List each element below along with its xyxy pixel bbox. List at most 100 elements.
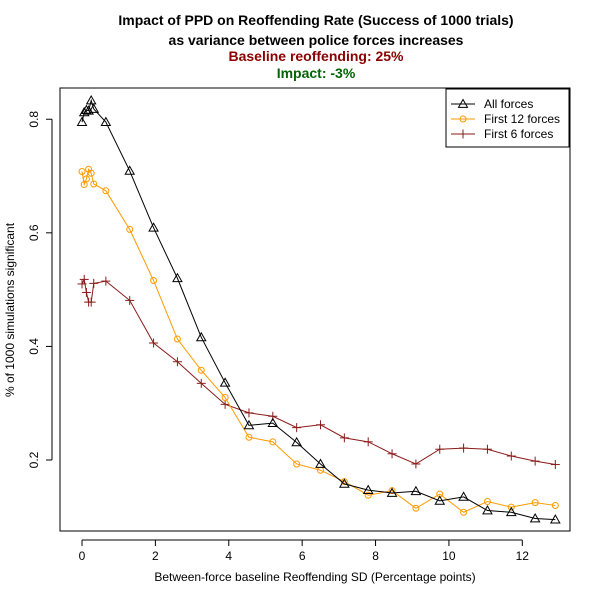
data-point	[362, 484, 374, 494]
data-point	[76, 116, 88, 126]
data-point	[529, 512, 541, 523]
data-point	[291, 436, 303, 447]
data-point	[81, 287, 91, 297]
y-axis: 0.2 0.4 0.6 0.8	[27, 111, 53, 468]
x-tick-label: 4	[225, 549, 232, 563]
data-point	[82, 175, 90, 183]
legend-box	[445, 88, 570, 148]
series-line	[81, 167, 556, 513]
data-point	[267, 417, 279, 427]
legend-marker	[457, 98, 469, 108]
y-axis-label: % of 1000 simulations significant	[3, 222, 17, 397]
legend-marker	[459, 115, 467, 123]
x-tick-label: 6	[299, 549, 306, 563]
x-tick-label: 2	[152, 549, 159, 563]
data-point	[482, 505, 493, 515]
series-all-forces	[76, 94, 561, 524]
data-point	[460, 508, 468, 516]
data-point	[550, 460, 560, 470]
data-point	[90, 180, 98, 188]
data-point	[172, 357, 182, 367]
data-point	[363, 437, 373, 447]
series-layer	[76, 94, 561, 524]
data-point	[292, 423, 302, 433]
legend-label: All forces	[484, 97, 533, 111]
data-point	[219, 377, 231, 387]
data-point	[126, 225, 134, 233]
x-tick-label: 8	[372, 549, 379, 563]
data-point	[197, 366, 205, 374]
legend-label: First 6 forces	[484, 127, 553, 141]
y-tick-label: 0.8	[27, 111, 41, 128]
data-point	[101, 276, 111, 286]
data-point	[78, 106, 90, 117]
data-point	[435, 444, 445, 454]
series-line	[81, 277, 556, 466]
chart-title-line-1: Impact of PPD on Reoffending Rate (Succe…	[118, 12, 513, 28]
data-point	[78, 167, 86, 175]
series-first-6-forces	[77, 274, 560, 470]
x-axis: 0 2 4 6 8 10 12	[79, 539, 530, 563]
data-point	[89, 278, 99, 288]
data-point	[245, 433, 253, 441]
data-point	[482, 444, 492, 454]
y-tick-label: 0.2	[27, 451, 41, 468]
chart-title-line-2: as variance between police forces increa…	[169, 32, 464, 48]
series-line	[81, 98, 556, 521]
data-point	[411, 459, 421, 469]
data-point	[483, 497, 491, 505]
data-point	[77, 279, 87, 289]
data-point	[530, 456, 540, 466]
data-point	[102, 187, 110, 195]
x-tick-label: 12	[516, 549, 530, 563]
data-point	[172, 272, 183, 283]
data-point	[458, 491, 469, 501]
data-point	[124, 165, 136, 175]
data-point	[100, 116, 112, 126]
data-point	[505, 506, 517, 517]
data-point	[269, 438, 277, 446]
x-tick-label: 10	[442, 549, 456, 563]
data-point	[244, 408, 254, 418]
data-point	[196, 378, 206, 388]
data-point	[507, 503, 515, 511]
data-point	[551, 501, 559, 509]
data-point	[506, 451, 516, 461]
data-point	[87, 169, 95, 177]
data-point	[434, 495, 446, 505]
data-point	[549, 514, 561, 524]
legend-marker	[458, 129, 468, 139]
data-point	[316, 420, 326, 430]
data-point	[173, 335, 181, 343]
data-point	[293, 460, 301, 468]
y-tick-label: 0.6	[27, 224, 41, 241]
y-tick-label: 0.4	[27, 338, 41, 355]
legend-item: First 6 forces	[451, 127, 553, 141]
data-point	[221, 394, 229, 402]
data-point	[148, 222, 159, 232]
data-point	[125, 295, 135, 305]
data-point	[412, 504, 420, 512]
legend-item: All forces	[451, 97, 533, 111]
data-point	[86, 297, 96, 307]
data-point	[364, 491, 372, 499]
data-point	[387, 449, 397, 459]
impact-annotation: Impact: -3%	[277, 65, 356, 81]
legend-item: First 12 forces	[451, 112, 560, 126]
legend-label: First 12 forces	[484, 112, 560, 126]
data-point	[338, 478, 350, 488]
data-point	[531, 499, 539, 507]
data-point	[410, 485, 422, 496]
data-point	[315, 458, 326, 468]
x-tick-label: 0	[79, 549, 86, 563]
data-point	[195, 331, 207, 342]
data-point	[243, 419, 255, 430]
data-point	[81, 104, 92, 115]
data-point	[88, 103, 100, 113]
data-point	[150, 277, 158, 285]
data-point	[386, 487, 398, 497]
data-point	[85, 94, 97, 105]
x-axis-label: Between-force baseline Reoffending SD (P…	[154, 570, 475, 584]
